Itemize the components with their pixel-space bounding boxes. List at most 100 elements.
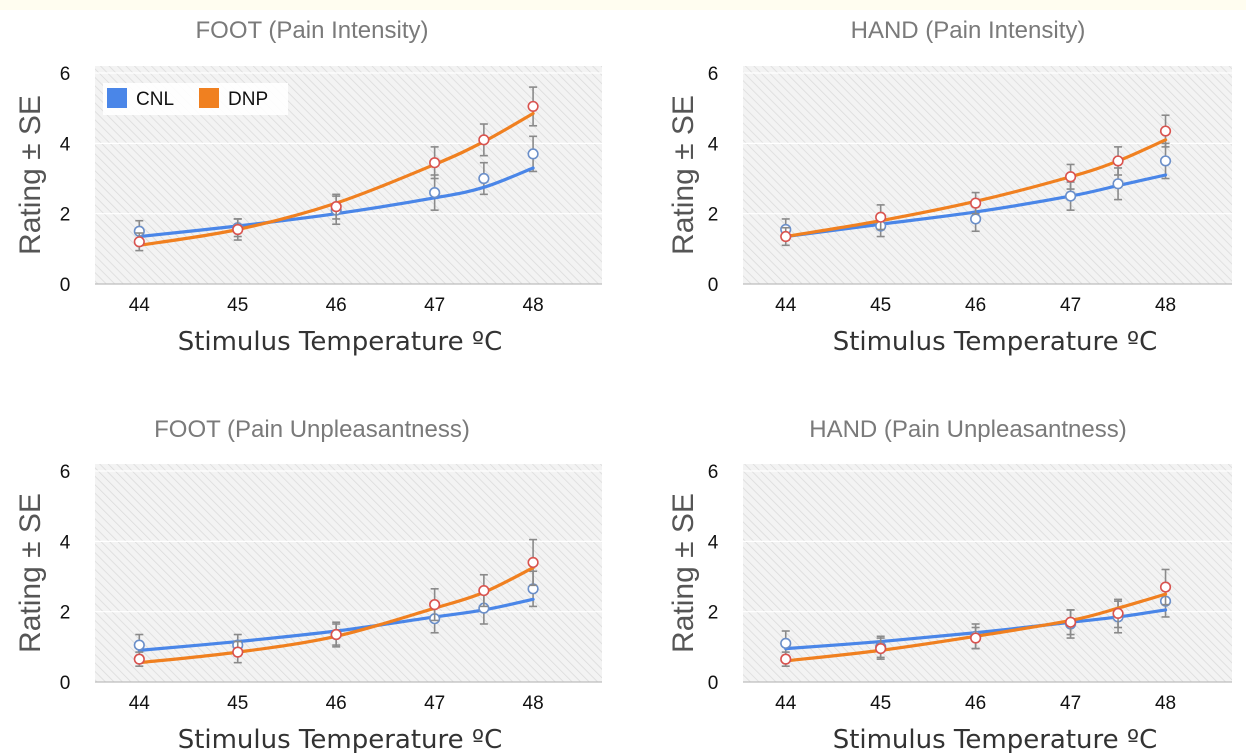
legend-label-cnl: CNL [136,89,174,110]
legend-swatch-dnp [199,88,219,108]
data-point [875,211,887,223]
data-point [1112,607,1124,620]
x-tick-label: 45 [870,295,891,316]
x-tick-label: 46 [326,295,347,316]
data-point [133,236,145,248]
chart-title: HAND (Pain Intensity) [851,17,1086,44]
data-point [330,628,342,641]
series-dnp [133,538,539,667]
data-point [1159,581,1172,593]
data-point [478,134,490,146]
data-point [527,148,539,160]
y-tick-label: 0 [708,673,719,694]
series-dnp [133,86,539,252]
data-point [1159,155,1172,167]
x-tick-label: 48 [523,295,544,316]
data-point [478,172,490,185]
chart-title: HAND (Pain Unpleasantness) [809,416,1126,443]
data-point [429,157,441,169]
top-band [0,0,1246,10]
data-point [970,213,982,225]
x-axis-title: Stimulus Temperature ºC [833,725,1158,753]
data-point [429,599,441,611]
legend-swatch-cnl [107,88,127,108]
y-tick-label: 0 [60,673,71,694]
data-point [970,197,982,209]
data-point [780,637,792,649]
y-tick-label: 4 [60,134,71,155]
data-point [527,100,539,113]
x-tick-label: 44 [129,693,151,714]
data-point [970,632,982,644]
y-tick-label: 2 [60,603,71,624]
y-tick-label: 4 [60,532,71,553]
data-point [780,653,792,665]
y-tick-label: 6 [60,462,71,483]
y-tick-label: 0 [60,275,71,296]
y-tick-label: 2 [708,603,719,624]
data-point [1064,171,1077,183]
legend-background [103,83,288,115]
x-tick-label: 46 [326,693,347,714]
data-point [1064,190,1077,202]
y-axis-title: Rating ± SE [14,493,47,653]
y-tick-label: 2 [708,205,719,226]
fit-line [137,166,535,239]
y-tick-label: 0 [708,275,719,296]
x-tick-label: 48 [523,693,544,714]
y-tick-label: 2 [60,205,71,226]
series-dnp [780,568,1172,667]
x-tick-label: 44 [775,295,797,316]
y-axis-title: Rating ± SE [14,95,47,255]
x-tick-label: 44 [775,693,797,714]
y-tick-label: 6 [60,64,71,85]
y-tick-label: 6 [708,64,719,85]
x-tick-label: 48 [1155,693,1176,714]
chart-title: FOOT (Pain Unpleasantness) [154,416,470,443]
x-axis-title: Stimulus Temperature ºC [178,725,503,753]
data-point [429,186,441,199]
y-axis-title: Rating ± SE [667,95,700,255]
data-point [478,584,490,597]
x-tick-label: 47 [424,693,445,714]
legend: CNL DNP [103,83,288,115]
chart-title: FOOT (Pain Intensity) [196,17,429,44]
data-point [232,646,244,658]
data-point [527,556,539,569]
x-tick-label: 44 [129,295,151,316]
data-point [133,639,145,651]
x-tick-label: 46 [965,295,986,316]
legend-label-dnp: DNP [228,89,268,110]
data-point [133,653,145,665]
y-axis-title: Rating ± SE [667,493,700,653]
x-axis-title: Stimulus Temperature ºC [178,327,503,357]
data-point [1112,155,1124,167]
data-point [232,223,244,236]
x-tick-label: 45 [227,693,248,714]
data-point [1112,178,1124,190]
x-tick-label: 46 [965,693,986,714]
y-tick-label: 6 [708,462,719,483]
x-tick-label: 47 [424,295,445,316]
y-tick-label: 4 [708,532,719,553]
data-point [780,230,792,243]
y-tick-label: 4 [708,134,719,155]
x-tick-label: 47 [1060,295,1081,316]
series-dnp [780,114,1172,247]
x-axis-title: Stimulus Temperature ºC [833,327,1158,357]
x-tick-label: 48 [1155,295,1176,316]
plot-area [743,66,1232,284]
x-tick-label: 45 [227,295,248,316]
data-point [1159,125,1172,137]
x-tick-label: 47 [1060,693,1081,714]
plot-area [743,464,1232,682]
data-point [330,201,342,213]
data-point [1064,616,1077,628]
x-tick-label: 45 [870,693,891,714]
data-point [875,642,887,655]
